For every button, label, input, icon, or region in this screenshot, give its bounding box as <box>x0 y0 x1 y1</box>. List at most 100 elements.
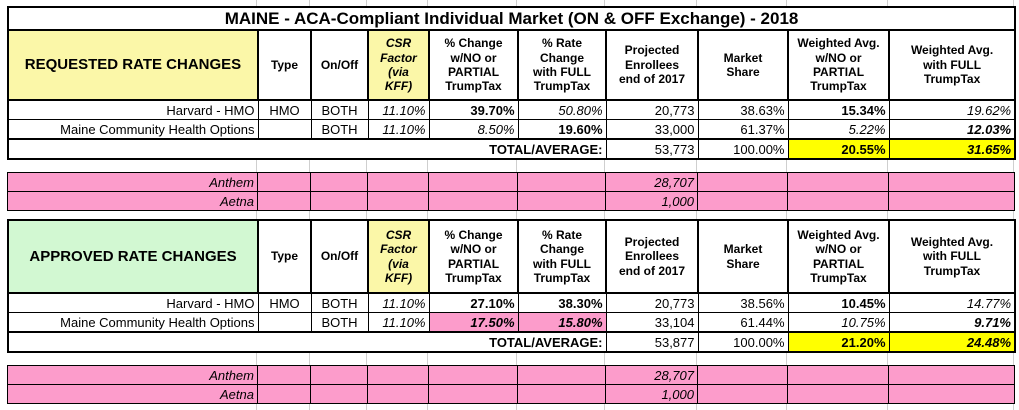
carrier-name-cell[interactable]: Harvard - HMO <box>7 292 259 313</box>
wavg-no-cell[interactable]: 5.22% <box>787 119 890 140</box>
total-wavg-full-cell[interactable]: 31.65% <box>888 138 1016 160</box>
on-off-cell[interactable] <box>310 191 368 211</box>
csr-factor-cell[interactable] <box>367 191 429 211</box>
type-cell[interactable]: HMO <box>257 99 312 120</box>
column-header-pct-rate-full[interactable]: % Rate Change with FULL TrumpTax <box>517 219 607 294</box>
pct-rate-cell[interactable]: 19.60% <box>517 119 607 140</box>
wavg-no-cell[interactable] <box>787 384 889 404</box>
csr-factor-cell[interactable] <box>367 365 429 385</box>
column-header-type[interactable]: Type <box>257 29 312 101</box>
type-cell[interactable] <box>257 312 312 333</box>
market-share-cell[interactable] <box>697 384 788 404</box>
approved-section-label[interactable]: APPROVED RATE CHANGES <box>7 219 259 294</box>
pct-rate-cell[interactable]: 38.30% <box>517 292 607 313</box>
column-header-projected-enrollees[interactable]: Projected Enrollees end of 2017 <box>605 219 699 294</box>
market-share-cell[interactable]: 61.37% <box>697 119 789 140</box>
column-header-market-share[interactable]: Market Share <box>697 219 789 294</box>
pct-change-cell[interactable]: 8.50% <box>428 119 519 140</box>
pct-rate-cell[interactable] <box>517 384 606 404</box>
wavg-no-cell[interactable]: 10.45% <box>787 292 890 313</box>
type-cell[interactable] <box>257 191 311 211</box>
type-cell[interactable] <box>257 365 311 385</box>
column-header-pct-change-no-partial[interactable]: % Change w/NO or PARTIAL TrumpTax <box>428 219 519 294</box>
type-cell[interactable] <box>257 384 311 404</box>
column-header-wavg-full[interactable]: Weighted Avg. with FULL TrumpTax <box>887 29 1017 101</box>
requested-section-label[interactable]: REQUESTED RATE CHANGES <box>7 29 259 101</box>
on-off-cell[interactable]: BOTH <box>310 292 369 313</box>
enrollees-cell[interactable]: 28,707 <box>605 365 698 385</box>
enrollees-cell[interactable]: 33,104 <box>605 312 699 333</box>
column-header-projected-enrollees[interactable]: Projected Enrollees end of 2017 <box>605 29 699 101</box>
carrier-name-cell[interactable]: Maine Community Health Options <box>7 119 259 140</box>
csr-factor-cell[interactable]: 11.10% <box>367 292 430 313</box>
sheet-title[interactable]: MAINE - ACA-Compliant Individual Market … <box>6 6 1017 31</box>
csr-factor-cell[interactable] <box>367 384 429 404</box>
type-cell[interactable]: HMO <box>257 292 312 313</box>
carrier-name-cell[interactable]: Aetna <box>7 191 258 211</box>
total-wavg-no-cell[interactable]: 20.55% <box>787 138 890 160</box>
pct-rate-cell[interactable] <box>517 191 606 211</box>
wavg-no-cell[interactable] <box>787 365 889 385</box>
enrollees-cell[interactable]: 28,707 <box>605 172 698 192</box>
column-header-wavg-no-partial[interactable]: Weighted Avg. w/NO or PARTIAL TrumpTax <box>787 29 890 101</box>
total-market-share-cell[interactable]: 100.00% <box>697 331 789 353</box>
market-share-cell[interactable] <box>697 172 788 192</box>
column-header-on-off[interactable]: On/Off <box>310 29 369 101</box>
column-header-market-share[interactable]: Market Share <box>697 29 789 101</box>
on-off-cell[interactable] <box>310 384 368 404</box>
carrier-name-cell[interactable]: Harvard - HMO <box>7 99 259 120</box>
enrollees-cell[interactable]: 1,000 <box>605 191 698 211</box>
total-market-share-cell[interactable]: 100.00% <box>697 138 789 160</box>
wavg-full-cell[interactable]: 19.62% <box>888 99 1016 120</box>
wavg-no-cell[interactable]: 15.34% <box>787 99 890 120</box>
carrier-name-cell[interactable]: Aetna <box>7 384 258 404</box>
column-header-wavg-full[interactable]: Weighted Avg. with FULL TrumpTax <box>888 219 1016 294</box>
csr-factor-cell[interactable]: 11.10% <box>367 119 430 140</box>
wavg-no-cell[interactable] <box>787 191 889 211</box>
enrollees-cell[interactable]: 20,773 <box>605 292 699 313</box>
pct-rate-cell[interactable] <box>517 365 606 385</box>
wavg-full-cell[interactable] <box>888 191 1015 211</box>
pct-change-cell[interactable]: 17.50% <box>428 312 519 333</box>
market-share-cell[interactable]: 61.44% <box>697 312 789 333</box>
wavg-full-cell[interactable]: 14.77% <box>888 292 1016 313</box>
wavg-no-cell[interactable]: 10.75% <box>787 312 890 333</box>
on-off-cell[interactable]: BOTH <box>310 119 369 140</box>
pct-rate-cell[interactable] <box>517 172 606 192</box>
pct-rate-cell[interactable]: 50.80% <box>517 99 607 120</box>
pct-change-cell[interactable] <box>428 172 518 192</box>
wavg-full-cell[interactable]: 12.03% <box>888 119 1016 140</box>
enrollees-cell[interactable]: 20,773 <box>605 99 699 120</box>
total-label-cell[interactable]: TOTAL/AVERAGE: <box>7 138 607 160</box>
column-header-pct-rate-full[interactable]: % Rate Change with FULL TrumpTax <box>517 29 607 101</box>
pct-change-cell[interactable] <box>428 384 518 404</box>
csr-factor-cell[interactable] <box>367 172 429 192</box>
column-header-csr-factor[interactable]: CSR Factor (via KFF) <box>367 29 430 101</box>
column-header-wavg-no-partial[interactable]: Weighted Avg. w/NO or PARTIAL TrumpTax <box>787 219 890 294</box>
enrollees-cell[interactable]: 1,000 <box>605 384 698 404</box>
pct-change-cell[interactable]: 39.70% <box>428 99 519 120</box>
carrier-name-cell[interactable]: Maine Community Health Options <box>7 312 259 333</box>
total-label-cell[interactable]: TOTAL/AVERAGE: <box>7 331 607 353</box>
pct-change-cell[interactable] <box>428 365 518 385</box>
total-enrollees-cell[interactable]: 53,773 <box>605 138 699 160</box>
total-enrollees-cell[interactable]: 53,877 <box>605 331 699 353</box>
csr-factor-cell[interactable]: 11.10% <box>367 312 430 333</box>
column-header-type[interactable]: Type <box>257 219 312 294</box>
carrier-name-cell[interactable]: Anthem <box>7 365 258 385</box>
pct-change-cell[interactable] <box>428 191 518 211</box>
market-share-cell[interactable]: 38.63% <box>697 99 789 120</box>
type-cell[interactable] <box>257 119 312 140</box>
on-off-cell[interactable] <box>310 172 368 192</box>
type-cell[interactable] <box>257 172 311 192</box>
market-share-cell[interactable] <box>697 365 788 385</box>
pct-rate-cell[interactable]: 15.80% <box>517 312 607 333</box>
wavg-full-cell[interactable] <box>888 384 1015 404</box>
column-header-pct-change-no-partial[interactable]: % Change w/NO or PARTIAL TrumpTax <box>428 29 519 101</box>
wavg-full-cell[interactable]: 9.71% <box>888 312 1016 333</box>
on-off-cell[interactable] <box>310 365 368 385</box>
market-share-cell[interactable] <box>697 191 788 211</box>
column-header-on-off[interactable]: On/Off <box>310 219 369 294</box>
column-header-csr-factor[interactable]: CSR Factor (via KFF) <box>367 219 430 294</box>
total-wavg-full-cell[interactable]: 24.48% <box>888 331 1016 353</box>
